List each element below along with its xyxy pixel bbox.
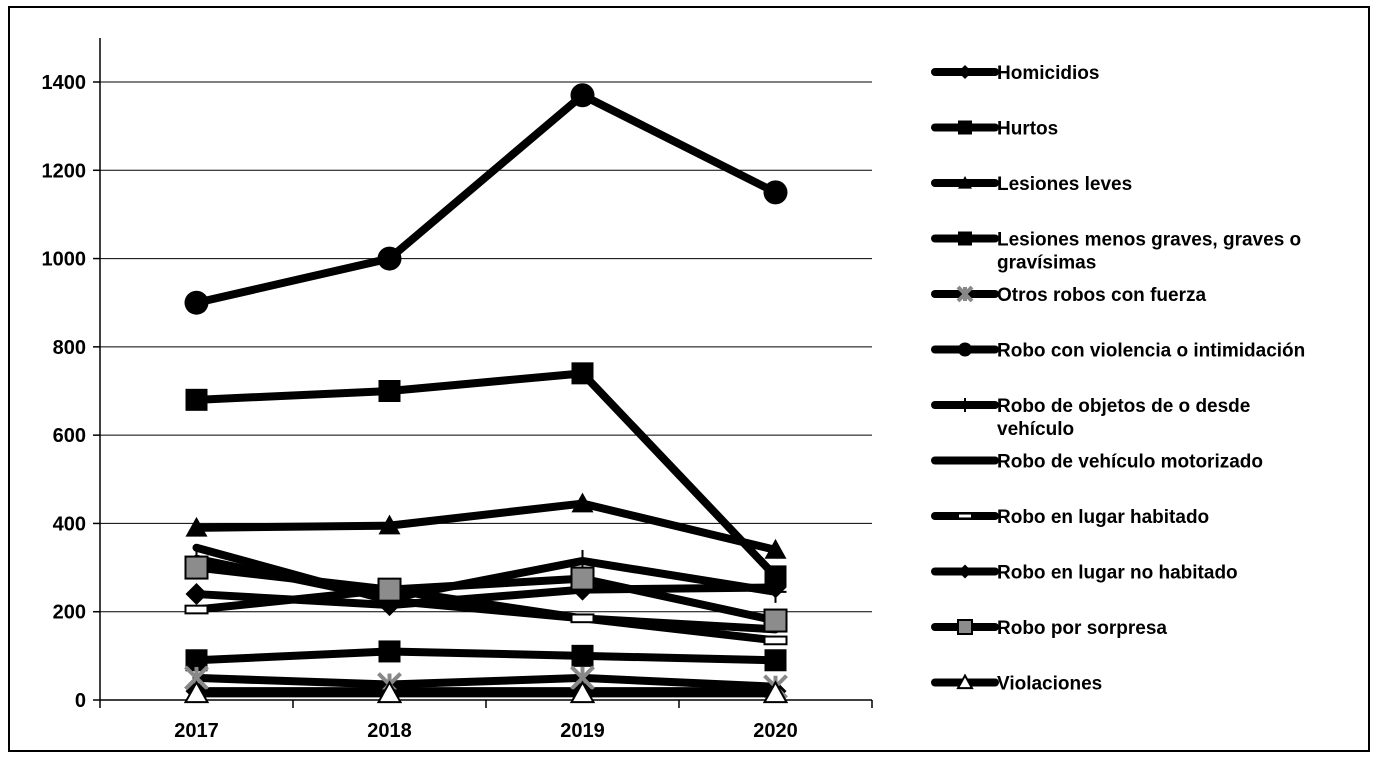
legend-marker xyxy=(958,176,972,189)
series-line-5 xyxy=(192,673,780,691)
legend-item: Otros robos con fuerza xyxy=(931,285,1206,306)
legend-label: Lesiones leves xyxy=(997,174,1132,195)
data-point xyxy=(569,680,596,704)
legend-marker xyxy=(958,65,972,79)
data-point xyxy=(184,290,209,315)
data-point xyxy=(764,576,787,599)
legend-label: Robo en lugar no habitado xyxy=(997,563,1238,584)
data-point xyxy=(185,516,208,537)
legend-marker xyxy=(958,398,972,412)
legend-item: Robo con violencia o intimidación xyxy=(931,341,1305,362)
legend-item: Robo de objetos de o desde vehículo xyxy=(931,396,1250,440)
data-point xyxy=(183,680,210,704)
y-tick-label: 800 xyxy=(53,337,86,359)
legend-label: Violaciones xyxy=(997,674,1102,695)
legend-marker xyxy=(958,564,972,579)
legend-marker xyxy=(956,285,974,303)
data-point xyxy=(185,649,208,672)
data-point xyxy=(764,565,787,588)
legend-item: Robo de vehículo motorizado xyxy=(931,452,1263,473)
series-line-6 xyxy=(192,91,780,307)
data-point xyxy=(763,608,788,633)
data-point xyxy=(571,644,594,667)
data-point xyxy=(570,83,595,108)
data-point xyxy=(184,604,209,615)
legend-marker xyxy=(956,673,974,690)
series-line-8 xyxy=(192,543,780,634)
data-point xyxy=(376,680,403,704)
series-line-2 xyxy=(192,369,780,581)
legend-item: Hurtos xyxy=(931,119,1058,140)
y-tick-label: 1400 xyxy=(42,72,87,94)
legend-item: Homicidios xyxy=(931,63,1099,84)
legend-label: Robo de objetos de o desde vehículo xyxy=(997,396,1250,440)
legend-label: Robo de vehículo motorizado xyxy=(997,452,1263,473)
data-point xyxy=(764,538,787,559)
data-point xyxy=(378,514,401,535)
legend-marker xyxy=(957,512,973,520)
x-tick-label: 2019 xyxy=(560,720,605,742)
legend-item: Lesiones menos graves, graves o gravísima… xyxy=(931,230,1301,274)
data-point xyxy=(377,246,402,271)
x-tick-label: 2018 xyxy=(367,720,412,742)
legend-marker xyxy=(958,231,972,246)
data-point xyxy=(378,380,401,402)
line-chart: 0 200 400 600 800 1000 1200 1400 2017 2018 2019 202… xyxy=(42,38,1305,742)
series-line-11 xyxy=(192,563,780,625)
data-point xyxy=(762,680,789,704)
data-point xyxy=(184,555,209,580)
legend-item: Robo en lugar habitado xyxy=(931,507,1209,528)
data-point xyxy=(764,649,787,672)
legend-item: Violaciones xyxy=(931,673,1102,695)
chart-frame: 0 200 400 600 800 1000 1200 1400 2017 2018 2019 202… xyxy=(8,6,1370,752)
data-point xyxy=(763,635,788,646)
legend-label: Otros robos con fuerza xyxy=(997,285,1206,306)
data-point xyxy=(571,492,594,513)
legend-item: Robo por sorpresa xyxy=(931,618,1167,639)
legend-item: Lesiones leves xyxy=(931,174,1132,195)
series-line-4 xyxy=(192,647,780,665)
data-point xyxy=(570,613,595,624)
data-point xyxy=(378,640,401,663)
x-tick-label: 2020 xyxy=(753,720,798,742)
x-tick-label: 2017 xyxy=(174,720,219,742)
series-line-10 xyxy=(192,583,780,610)
legend-item: Robo en lugar no habitado xyxy=(931,563,1238,584)
legend-label: Robo en lugar habitado xyxy=(997,507,1209,528)
data-point xyxy=(185,388,208,411)
legend-label: Robo con violencia o intimidación xyxy=(997,341,1305,362)
data-point xyxy=(570,566,595,591)
y-tick-label: 1200 xyxy=(42,160,87,182)
data-point xyxy=(571,362,594,385)
legend-label: Lesiones menos graves, graves o gravísima… xyxy=(997,230,1301,274)
y-tick-label: 600 xyxy=(53,425,86,447)
y-tick-label: 0 xyxy=(75,690,86,712)
series-line-3 xyxy=(192,499,780,554)
data-point xyxy=(763,180,788,205)
data-point xyxy=(185,583,208,606)
legend-label: Robo por sorpresa xyxy=(997,618,1167,639)
data-point xyxy=(377,577,402,602)
legend-label: Homicidios xyxy=(997,63,1099,84)
legend-marker xyxy=(957,619,973,635)
y-tick-label: 200 xyxy=(53,602,86,624)
y-tick-label: 400 xyxy=(53,513,86,535)
legend-marker xyxy=(958,120,972,135)
legend-label: Hurtos xyxy=(997,119,1058,140)
legend-marker xyxy=(958,342,972,357)
y-tick-label: 1000 xyxy=(42,249,87,271)
